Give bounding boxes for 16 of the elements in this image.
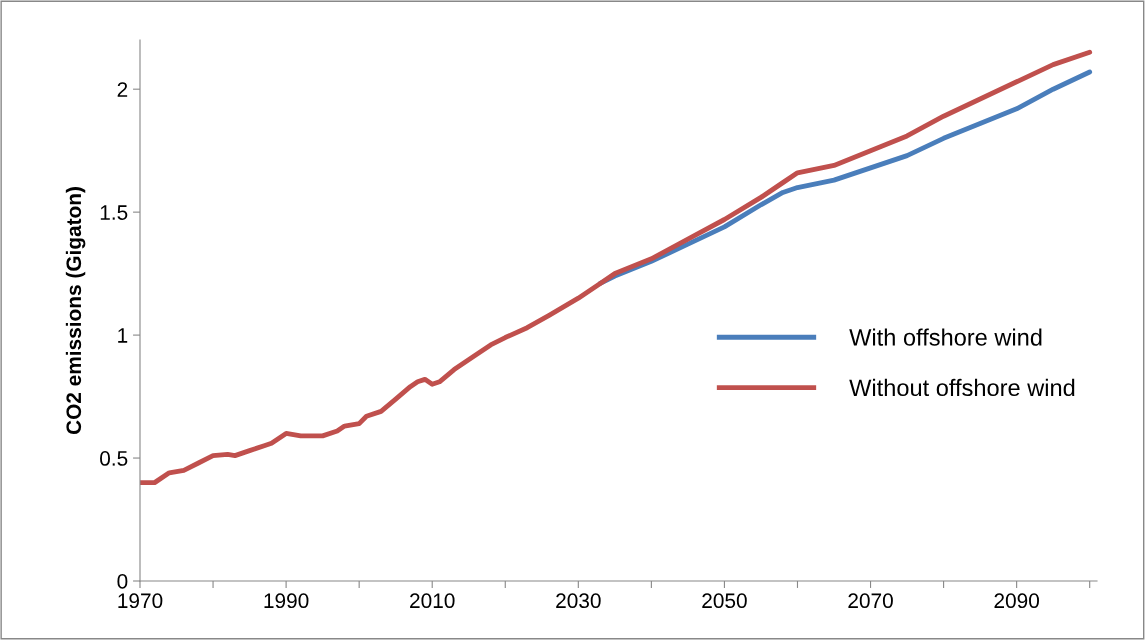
x-tick-label: 1970 (118, 593, 163, 609)
y-tick-label: 1.5 (100, 205, 128, 220)
x-tick-label: 1990 (264, 593, 309, 609)
x-tick-label: 2070 (848, 593, 893, 609)
x-tick-label: 2090 (994, 593, 1039, 609)
y-tick-label: 0.5 (100, 451, 128, 466)
y-tick-label: 1 (118, 328, 128, 343)
y-tick-label: 0 (117, 574, 128, 589)
x-tick-label: 2030 (556, 593, 601, 609)
x-tick-label: 2050 (702, 593, 747, 609)
legend-label: With offshore wind (849, 328, 1042, 346)
y-tick-label: 2 (117, 82, 128, 97)
y-axis-title: CO2 emissions (Gigaton) (65, 187, 86, 435)
legend-label: Without offshore wind (849, 378, 1075, 397)
line-series (140, 49, 1093, 486)
x-tick-label: 2010 (410, 593, 455, 609)
